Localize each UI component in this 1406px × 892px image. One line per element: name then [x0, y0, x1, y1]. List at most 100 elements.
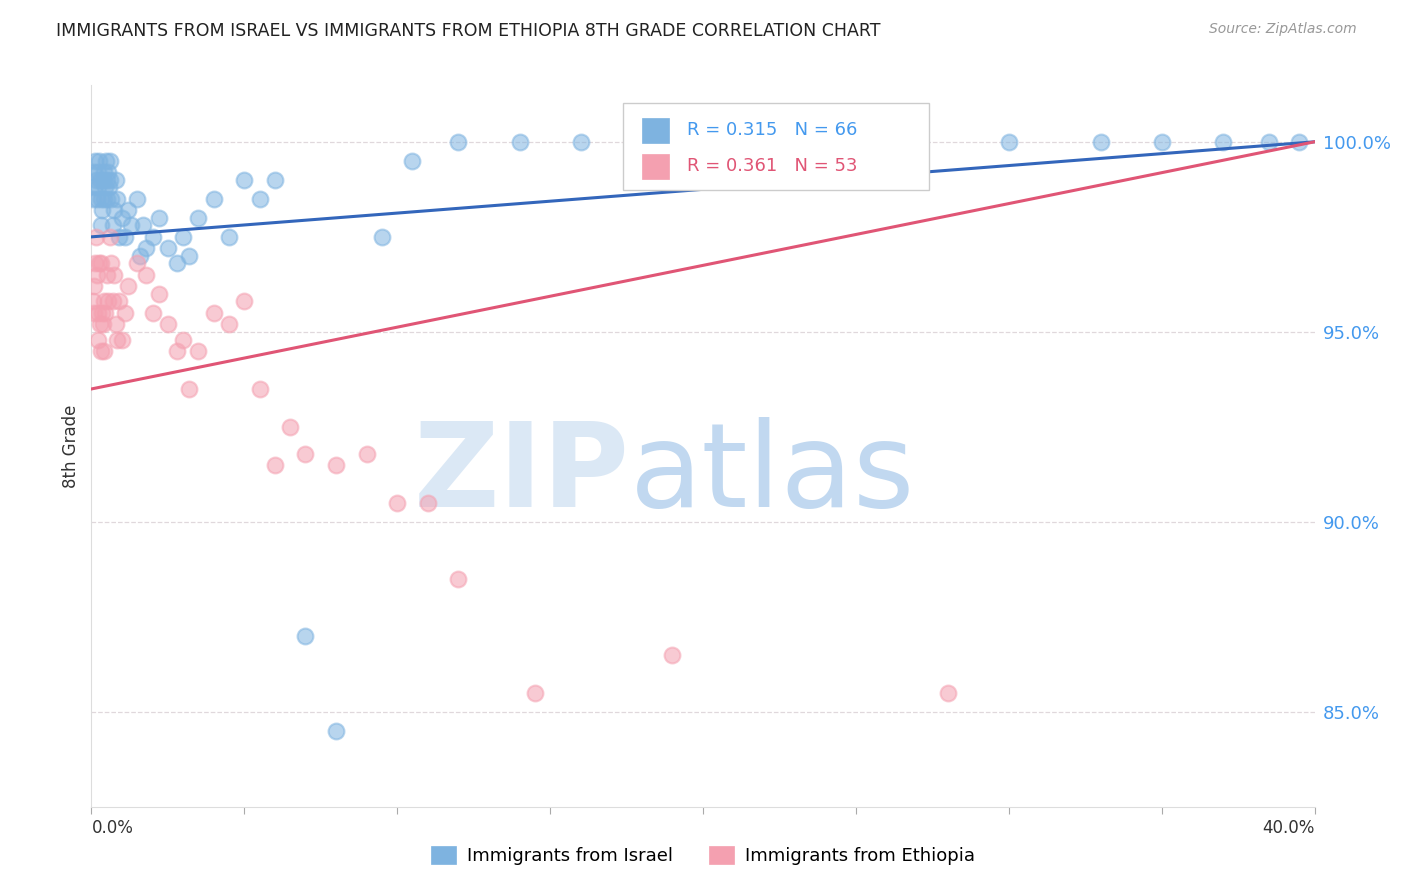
Point	[93, 343, 115, 358]
Point	[93, 165, 115, 179]
Point	[83, 165, 105, 179]
Point	[91, 318, 114, 332]
Point	[117, 279, 139, 293]
Point	[754, 135, 776, 149]
Point	[172, 230, 194, 244]
Point	[91, 203, 114, 218]
Text: IMMIGRANTS FROM ISRAEL VS IMMIGRANTS FROM ETHIOPIA 8TH GRADE CORRELATION CHART: IMMIGRANTS FROM ISRAEL VS IMMIGRANTS FRO…	[56, 22, 880, 40]
Point	[1257, 135, 1279, 149]
Point	[569, 135, 592, 149]
Point	[94, 306, 117, 320]
Text: 0.0%: 0.0%	[91, 819, 134, 837]
Point	[87, 256, 110, 270]
Point	[233, 294, 256, 309]
Point	[89, 173, 111, 187]
Point	[98, 153, 121, 168]
Point	[82, 192, 104, 206]
Point	[90, 256, 112, 270]
Point	[91, 306, 114, 320]
Point	[249, 382, 271, 396]
Point	[100, 256, 122, 270]
Point	[166, 343, 188, 358]
Point	[202, 192, 225, 206]
Point	[86, 268, 108, 282]
Point	[127, 256, 149, 270]
Point	[129, 249, 152, 263]
Point	[179, 382, 201, 396]
Point	[135, 268, 157, 282]
Point	[87, 153, 110, 168]
Point	[294, 629, 316, 643]
Point	[86, 192, 108, 206]
Point	[84, 256, 107, 270]
Point	[523, 686, 546, 700]
Point	[447, 135, 470, 149]
Point	[84, 153, 107, 168]
Y-axis label: 8th Grade: 8th Grade	[62, 404, 80, 488]
FancyBboxPatch shape	[643, 118, 669, 143]
Point	[202, 306, 225, 320]
Point	[104, 173, 127, 187]
Point	[91, 173, 114, 187]
Point	[166, 256, 188, 270]
Point	[100, 192, 122, 206]
Point	[86, 165, 108, 179]
Point	[294, 447, 316, 461]
Point	[172, 333, 194, 347]
Point	[264, 458, 287, 472]
Point	[97, 294, 120, 309]
Point	[83, 306, 105, 320]
Point	[141, 230, 163, 244]
Point	[156, 318, 179, 332]
Point	[325, 458, 347, 472]
Point	[87, 180, 110, 194]
Text: R = 0.315   N = 66: R = 0.315 N = 66	[688, 121, 858, 139]
Point	[401, 153, 423, 168]
Text: atlas: atlas	[630, 417, 915, 533]
Point	[114, 230, 136, 244]
Point	[218, 318, 240, 332]
Point	[1150, 135, 1173, 149]
Point	[86, 333, 108, 347]
Point	[1090, 135, 1112, 149]
Point	[356, 447, 378, 461]
Point	[98, 180, 121, 194]
Point	[90, 219, 112, 233]
Point	[325, 724, 347, 739]
Point	[233, 173, 256, 187]
Point	[509, 135, 531, 149]
Point	[117, 203, 139, 218]
Point	[156, 241, 179, 255]
Point	[111, 333, 134, 347]
Point	[101, 219, 124, 233]
Point	[936, 686, 959, 700]
Point	[661, 648, 683, 662]
Point	[96, 173, 118, 187]
Point	[105, 333, 128, 347]
Point	[631, 135, 654, 149]
Point	[264, 173, 287, 187]
Point	[141, 306, 163, 320]
Point	[94, 153, 117, 168]
Point	[98, 173, 121, 187]
Point	[84, 230, 107, 244]
Point	[90, 192, 112, 206]
Point	[98, 230, 121, 244]
FancyBboxPatch shape	[623, 103, 929, 189]
Point	[93, 294, 115, 309]
Point	[135, 241, 157, 255]
Point	[148, 211, 170, 225]
Text: R = 0.361   N = 53: R = 0.361 N = 53	[688, 157, 858, 176]
Point	[278, 420, 301, 434]
Point	[187, 343, 209, 358]
Point	[127, 192, 149, 206]
Point	[249, 192, 271, 206]
Point	[90, 343, 112, 358]
Point	[114, 306, 136, 320]
Point	[371, 230, 394, 244]
Point	[93, 192, 115, 206]
Point	[416, 496, 439, 510]
Text: ZIP: ZIP	[413, 417, 630, 533]
Point	[998, 135, 1021, 149]
Point	[187, 211, 209, 225]
